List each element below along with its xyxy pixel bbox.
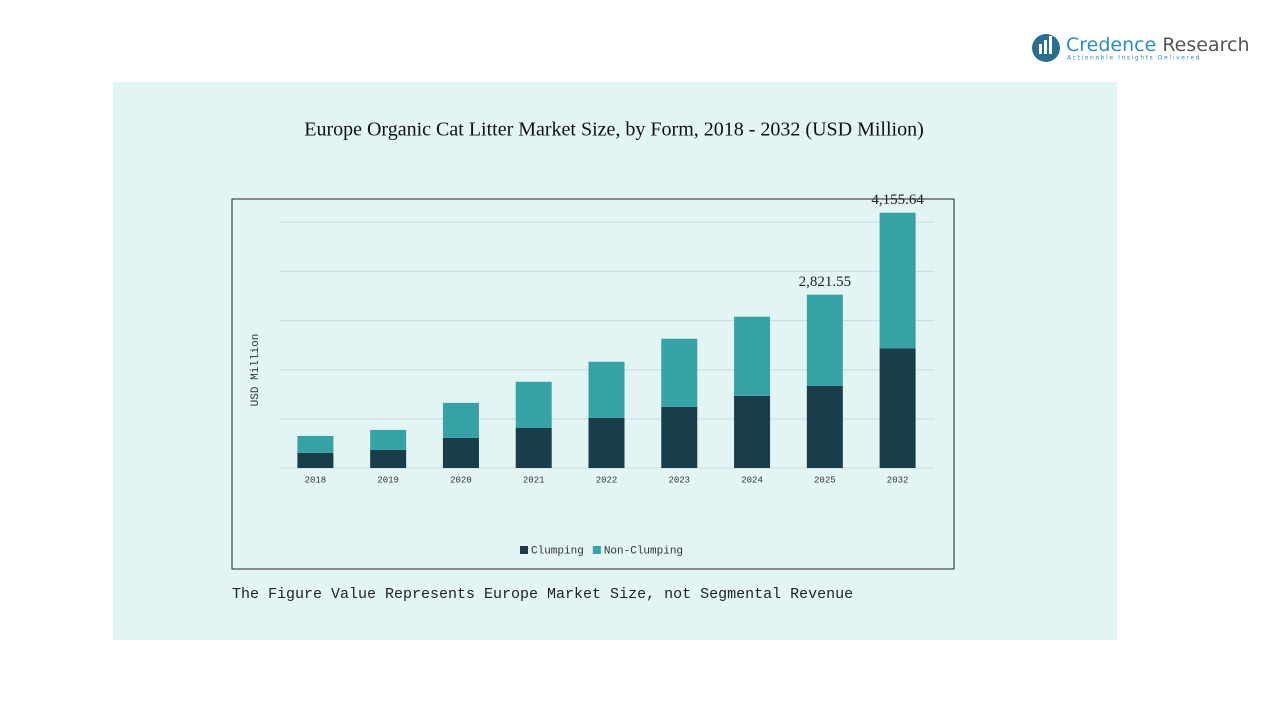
bar-segment — [661, 338, 698, 407]
panel — [113, 82, 1117, 640]
bar-segment — [806, 294, 843, 386]
logo-icon-bar — [1049, 36, 1052, 54]
bar-segment — [734, 316, 771, 396]
bar-segment — [661, 406, 698, 468]
bar-segment — [370, 449, 407, 468]
logo-tagline: Actionable Insights Delivered — [1067, 55, 1201, 62]
bar-segment — [879, 212, 916, 349]
x-tick-label: 2024 — [741, 475, 763, 485]
bar-segment — [442, 437, 479, 468]
bar-segment — [370, 429, 407, 450]
bar-segment — [515, 381, 552, 428]
bar-segment — [588, 417, 625, 468]
bar-segment — [297, 452, 334, 468]
x-tick-label: 2032 — [887, 475, 909, 485]
x-tick-label: 2018 — [305, 475, 327, 485]
bar-segment — [442, 402, 479, 438]
logo-brand2: Research — [1162, 34, 1249, 56]
x-tick-label: 2020 — [450, 475, 472, 485]
x-tick-label: 2019 — [377, 475, 399, 485]
x-tick-label: 2023 — [668, 475, 690, 485]
x-tick-label: 2022 — [596, 475, 618, 485]
bar-segment — [297, 435, 334, 453]
bar-segment — [879, 348, 916, 468]
logo: Credence Research Actionable Insights De… — [1032, 34, 1249, 62]
bar-segment — [806, 385, 843, 468]
plot-frame — [231, 198, 955, 570]
x-tick-label: 2025 — [814, 475, 836, 485]
legend-swatch — [592, 546, 601, 554]
chart-title: Europe Organic Cat Litter Market Size, b… — [304, 119, 924, 141]
legend-label: Clumping — [531, 545, 584, 557]
bar-segment — [588, 361, 625, 418]
logo-icon-bar — [1039, 44, 1042, 54]
bar-segment — [734, 395, 771, 468]
logo-icon-bar — [1044, 40, 1047, 54]
legend: Clumping Non-Clumping — [520, 545, 683, 557]
plot: 2018 2019 2020 2021 2022 2023 2024 2025 2032 2,82… — [279, 192, 934, 557]
bar-segment — [515, 427, 552, 468]
y-axis-label: USD Million — [250, 334, 262, 407]
footnote: The Figure Value Represents Europe Marke… — [232, 586, 853, 603]
x-tick-label: 2021 — [523, 475, 545, 485]
logo-brand: Credence — [1066, 34, 1156, 56]
total-label: 2,821.55 — [799, 274, 852, 290]
total-label: 4,155.64 — [871, 192, 924, 208]
legend-swatch — [520, 546, 528, 554]
logo-text: Credence Research — [1066, 34, 1249, 56]
legend-label: Non-Clumping — [604, 545, 683, 557]
